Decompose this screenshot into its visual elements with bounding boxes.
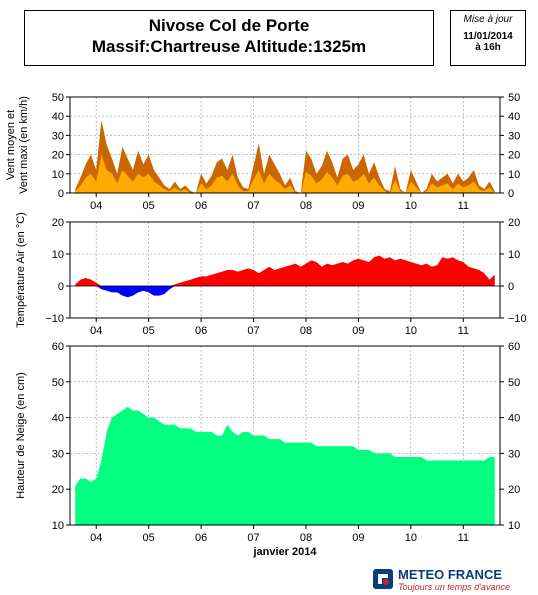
- wind-ytick-label-left: 30: [52, 130, 64, 142]
- wind-ytick-label-right: 40: [508, 111, 520, 123]
- wind-ytick-label-left: 0: [58, 188, 64, 200]
- update-time: à 16h: [475, 42, 501, 53]
- wind-xtick-label: 08: [300, 200, 312, 212]
- snow-ytick-label-right: 20: [508, 484, 520, 496]
- temperature-xtick-label: 11: [458, 325, 469, 337]
- temperature-ylabel: Température Air (en °C): [15, 212, 27, 328]
- wind-xtick-label: 09: [352, 200, 364, 212]
- temperature-ytick-label-left: 0: [58, 281, 64, 293]
- temperature-xtick-label: 09: [352, 325, 364, 337]
- meteo-france-logo: METEO FRANCE Toujours un temps d'avance: [370, 567, 538, 593]
- station-name: Nivose Col de Porte: [148, 16, 310, 35]
- temperature-ytick-label-left: 10: [52, 249, 64, 261]
- update-info-box: Mise à jour 11/01/2014 à 16h: [450, 10, 526, 66]
- wind-ytick-label-left: 20: [52, 150, 64, 162]
- temperature-ytick-label-right: 10: [508, 249, 520, 261]
- wind-ytick-label-right: 50: [508, 92, 520, 104]
- wind-ytick-label-right: 20: [508, 150, 520, 162]
- snow-ytick-label-left: 60: [52, 341, 64, 353]
- temperature-frame: [69, 221, 501, 319]
- wind-ytick-label-left: 50: [52, 92, 64, 104]
- wind-xtick-label: 05: [143, 200, 155, 212]
- temperature-ytick-label-left: −10: [45, 313, 64, 325]
- snow-xtick-label: 09: [352, 532, 364, 544]
- update-label: Mise à jour: [463, 14, 513, 25]
- wind-panel: 0 0 10 10 20 20 30 30 40 40 50 50 04 05 06 07 08 09 10 11 Ve…: [5, 92, 520, 212]
- wind-xtick-label: 10: [405, 200, 417, 212]
- brand-slogan: Toujours un temps d'avance: [398, 582, 510, 592]
- snow-ytick-label-right: 60: [508, 341, 520, 353]
- wind-xtick-label: 07: [247, 200, 259, 212]
- snow-ytick-label-left: 50: [52, 377, 64, 389]
- snow-xtick-label: 07: [247, 532, 259, 544]
- temperature-panel: −10 −10 0 0 10 10 20 20 04 05 06 07 08 09 10 11 Températ…: [15, 212, 527, 337]
- snow-ytick-label-right: 30: [508, 448, 520, 460]
- snow-panel: 10 10 20 20 30 30 40 40 50 50 60 60 04 05 06 07 08 09 10 11…: [15, 341, 520, 558]
- snow-ytick-label-right: 40: [508, 413, 520, 425]
- brand-name: METEO FRANCE: [398, 567, 502, 582]
- meteo-france-emblem-icon: [373, 569, 393, 589]
- wind-frame: [69, 96, 501, 194]
- wind-ytick-label-right: 30: [508, 130, 520, 142]
- wind-xtick-label: 11: [458, 200, 469, 212]
- snow-frame: [69, 345, 501, 526]
- snow-ytick-label-left: 40: [52, 413, 64, 425]
- snow-xtick-label: 08: [300, 532, 312, 544]
- snow-ytick-label-left: 10: [52, 520, 64, 532]
- temperature-xtick-label: 06: [195, 325, 207, 337]
- wind-mean-area: [75, 154, 495, 193]
- temperature-positive-area: [75, 255, 495, 286]
- station-massif-altitude: Massif:Chartreuse Altitude:1325m: [91, 37, 367, 56]
- temperature-xtick-label: 05: [143, 325, 155, 337]
- update-date: 11/01/2014: [463, 31, 513, 42]
- snow-xtick-label: 11: [458, 532, 469, 544]
- wind-xtick-label: 04: [90, 200, 102, 212]
- snow-xtick-label: 10: [405, 532, 417, 544]
- temperature-ytick-label-right: 20: [508, 217, 520, 229]
- temperature-ytick-label-left: 20: [52, 217, 64, 229]
- temperature-xtick-label: 07: [247, 325, 259, 337]
- wind-xtick-label: 06: [195, 200, 207, 212]
- snow-xtick-label: 05: [143, 532, 155, 544]
- temperature-xtick-label: 04: [90, 325, 102, 337]
- temperature-xtick-label: 10: [405, 325, 417, 337]
- snow-xlabel: janvier 2014: [253, 546, 318, 558]
- wind-ytick-label-left: 40: [52, 111, 64, 123]
- snow-ytick-label-left: 30: [52, 448, 64, 460]
- temperature-xtick-label: 08: [300, 325, 312, 337]
- wind-ylabel: Vent moyen etVent maxi (en km/h): [5, 96, 30, 194]
- wind-ytick-label-right: 0: [508, 188, 514, 200]
- snow-ylabel: Hauteur de Neige (en cm): [15, 372, 27, 499]
- temperature-negative-area: [75, 286, 495, 298]
- temperature-ytick-label-right: −10: [508, 313, 527, 325]
- snow-xtick-label: 04: [90, 532, 102, 544]
- temperature-ytick-label-right: 0: [508, 281, 514, 293]
- station-title-box: Nivose Col de Porte Massif:Chartreuse Al…: [24, 10, 434, 66]
- snow-depth-area: [75, 406, 495, 525]
- snow-ytick-label-right: 10: [508, 520, 520, 532]
- snow-ytick-label-right: 50: [508, 377, 520, 389]
- wind-ytick-label-right: 10: [508, 169, 520, 181]
- wind-ytick-label-left: 10: [52, 169, 64, 181]
- snow-ytick-label-left: 20: [52, 484, 64, 496]
- snow-xtick-label: 06: [195, 532, 207, 544]
